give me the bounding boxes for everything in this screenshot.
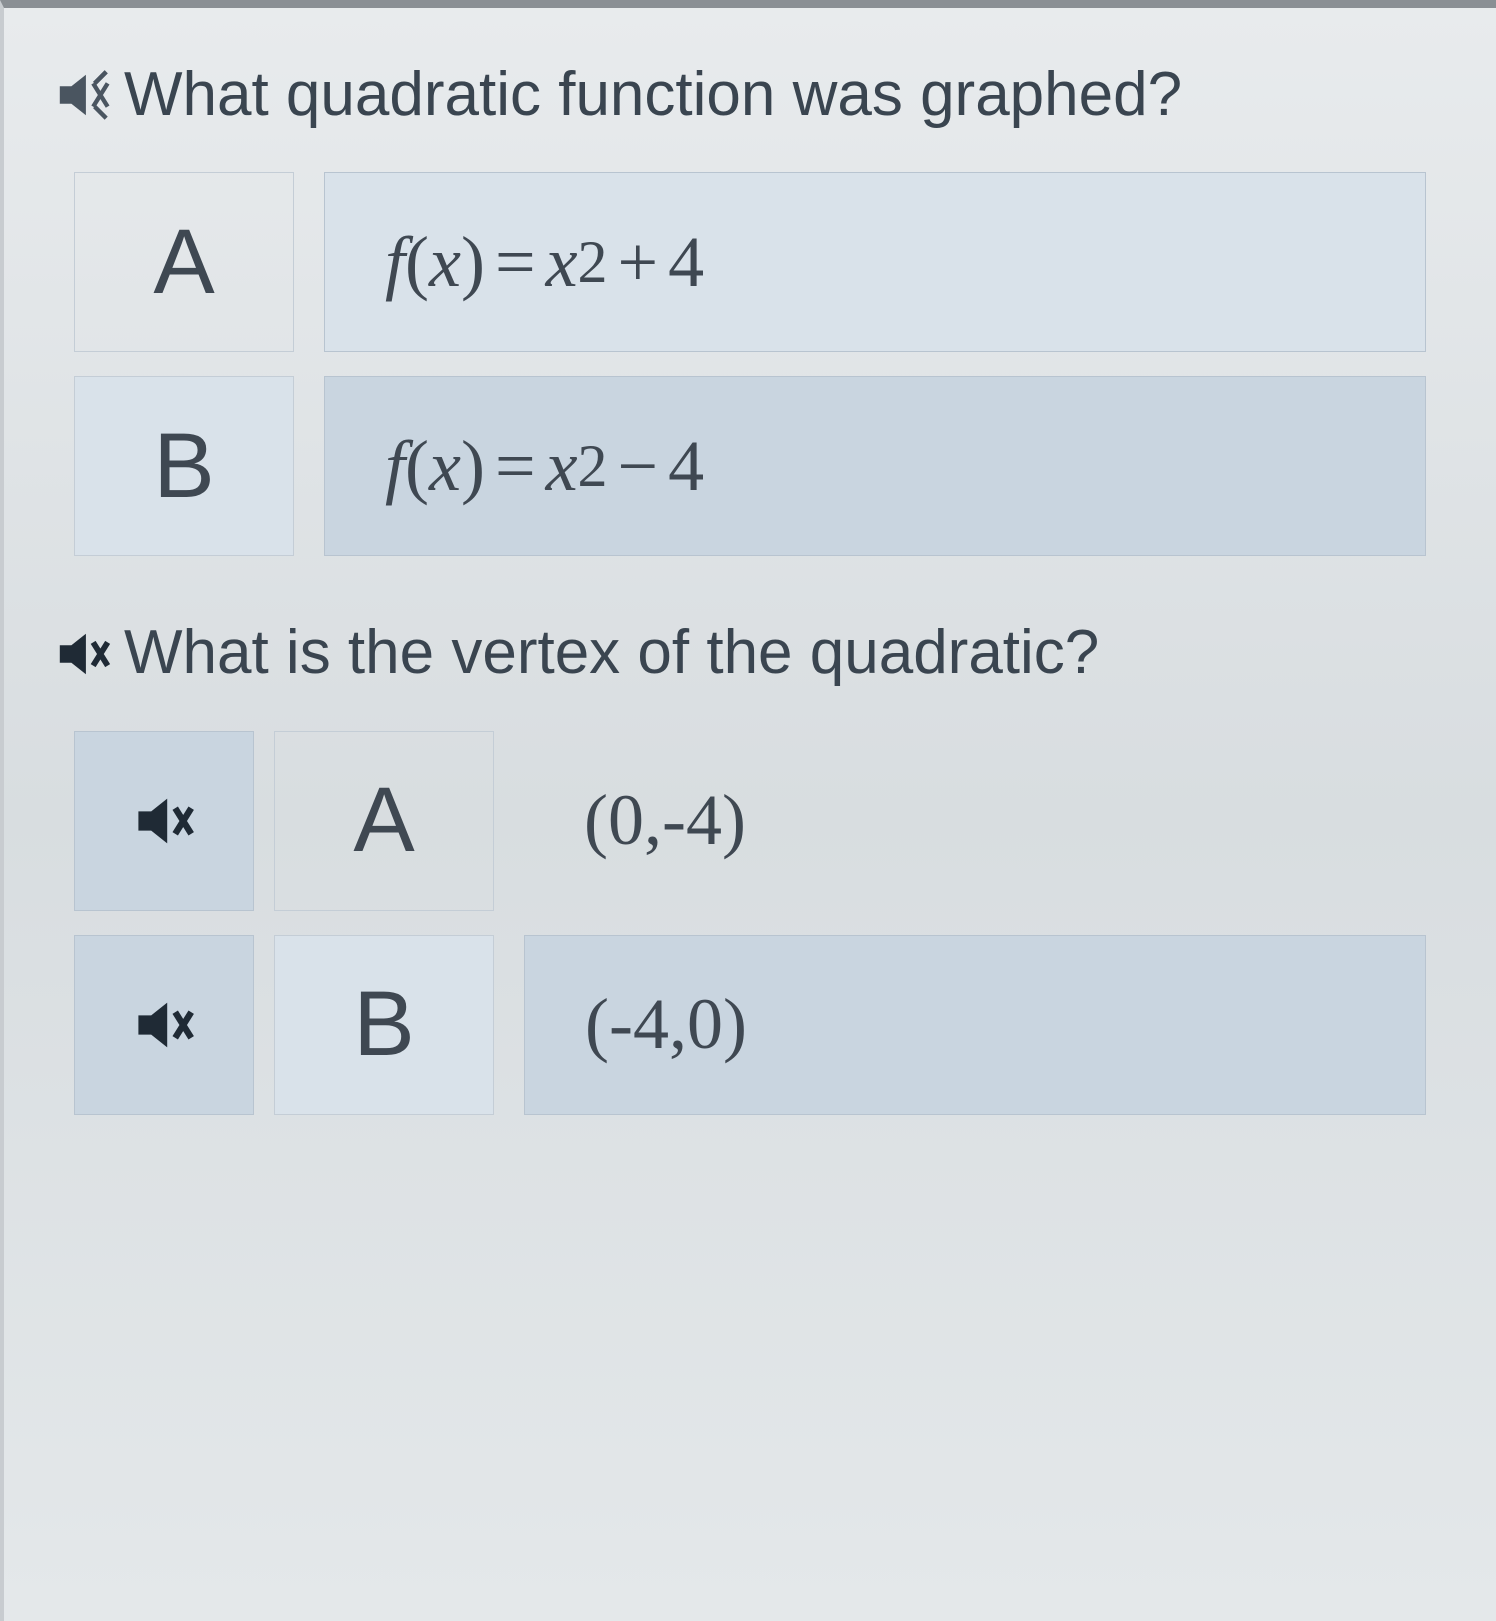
question-2-text: What is the vertex of the quadratic? [124, 616, 1099, 690]
question-1-row: What quadratic function was graphed? [54, 58, 1446, 132]
question-1-text: What quadratic function was graphed? [124, 58, 1182, 132]
answer-speaker-cell[interactable] [74, 935, 254, 1115]
question-2-row: What is the vertex of the quadratic? [54, 616, 1446, 690]
answer-letter: A [274, 731, 494, 911]
speaker-icon[interactable] [54, 625, 124, 683]
answer-letter: A [74, 172, 294, 352]
answer-row[interactable]: A (0,-4) [74, 731, 1426, 911]
answer-row[interactable]: B f(x) = x2 − 4 [74, 376, 1426, 556]
answer-value: (0,-4) [524, 731, 1426, 911]
answer-row[interactable]: A f(x) = x2 + 4 [74, 172, 1426, 352]
worksheet-page: What quadratic function was graphed? A f… [0, 0, 1496, 1621]
answer-speaker-cell[interactable] [74, 731, 254, 911]
answer-formula: f(x) = x2 + 4 [324, 172, 1426, 352]
question-2-answers: A (0,-4) B (-4,0) [74, 731, 1426, 1115]
answer-formula: f(x) = x2 − 4 [324, 376, 1426, 556]
answer-value: (-4,0) [524, 935, 1426, 1115]
answer-row[interactable]: B (-4,0) [74, 935, 1426, 1115]
answer-letter: B [274, 935, 494, 1115]
answer-letter: B [74, 376, 294, 556]
speaker-icon[interactable] [54, 66, 124, 124]
question-1-answers: A f(x) = x2 + 4 B f(x) = x2 − 4 [74, 172, 1426, 556]
